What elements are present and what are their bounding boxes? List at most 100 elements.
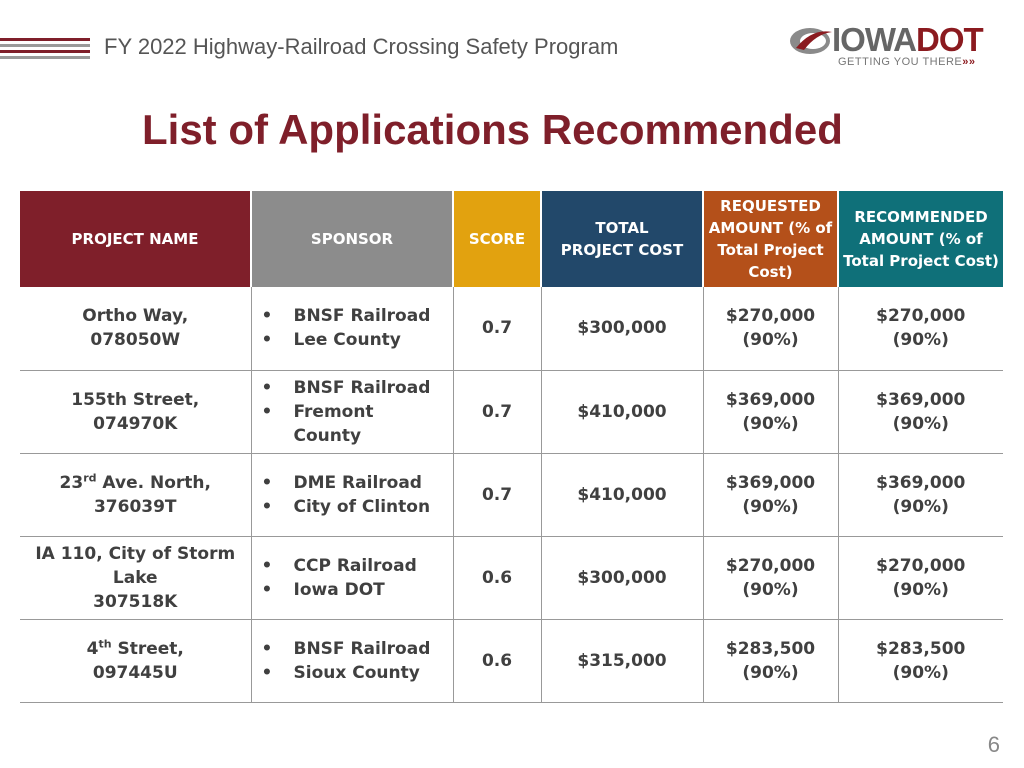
recommended-amount-cell: $270,000 (90%) [838, 287, 1003, 371]
applications-table: PROJECT NAME SPONSOR SCORE TOTAL PROJECT… [20, 191, 1003, 703]
total-cost-cell: $315,000 [541, 619, 704, 703]
recommended-amount: $283,500 [876, 638, 966, 659]
recommended-amount-cell: $270,000 (90%) [838, 536, 1003, 620]
bullet-icon: • [261, 330, 273, 351]
sponsor-item: • Iowa DOT [262, 578, 447, 602]
bullet-icon: • [261, 496, 273, 517]
requested-amount-cell: $270,000 (90%) [703, 536, 839, 620]
bullet-icon: • [261, 306, 273, 327]
recommended-amount: $270,000 [876, 306, 966, 327]
sponsor-item: • BNSF Railroad [262, 304, 447, 328]
logo-brand-dot: DOT [916, 21, 984, 58]
bullet-icon: • [261, 555, 273, 576]
project-crossing-id: 376039T [93, 496, 177, 517]
bullet-icon: • [261, 377, 273, 398]
sponsor-cell: • CCP Railroad • Iowa DOT [251, 536, 454, 620]
sponsor-name: Lee County [293, 330, 401, 351]
project-name-cell: 23rd Ave. North, 376039T [20, 453, 252, 537]
header-title: FY 2022 Highway-Railroad Crossing Safety… [104, 34, 619, 59]
project-name-line1: IA 110, City of Storm Lake [26, 542, 245, 590]
requested-amount-cell: $369,000 (90%) [703, 453, 839, 537]
requested-percent: (90%) [742, 579, 799, 600]
project-name-line1: 155th Street, [26, 388, 245, 412]
requested-amount: $369,000 [725, 389, 816, 410]
sponsor-cell: • BNSF Railroad • Fremont County [251, 370, 454, 454]
requested-amount-cell: $270,000 (90%) [703, 287, 839, 371]
project-name-part: Ave. North, [96, 472, 211, 493]
logo-tagline: GETTING YOU THERE»» [838, 56, 975, 68]
stripe [0, 50, 90, 53]
header-score: SCORE [453, 191, 542, 287]
sponsor-name: BNSF Railroad [293, 306, 431, 327]
requested-percent: (90%) [742, 496, 799, 517]
logo-tagline-text: GETTING YOU THERE [838, 56, 963, 68]
total-cost-cell: $300,000 [541, 536, 704, 620]
sponsor-name: City of Clinton [293, 496, 431, 517]
page-title: List of Applications Recommended [142, 106, 843, 153]
project-name-part: 4 [86, 638, 99, 659]
table-row: Ortho Way, 078050W • BNSF Railroad • Lee Coun… [20, 287, 1003, 371]
requested-percent: (90%) [742, 330, 799, 351]
project-name-part: Street, [111, 638, 184, 659]
total-cost-cell: $300,000 [541, 287, 704, 371]
project-name-part: IA 110, City of Storm Lake [35, 543, 236, 588]
requested-percent: (90%) [742, 413, 799, 434]
sponsor-name: BNSF Railroad [293, 377, 431, 398]
table-row: 4th Street, 097445U • BNSF Railroad • Sioux C… [20, 619, 1003, 703]
header-total-project-cost: TOTAL PROJECT COST [541, 191, 704, 287]
requested-amount: $270,000 [725, 306, 816, 327]
sponsor-item: • Fremont County [262, 400, 447, 448]
bullet-icon: • [261, 638, 273, 659]
project-crossing-id: 097445U [92, 662, 178, 683]
road-swoosh-icon [790, 28, 832, 54]
stripe [0, 44, 90, 47]
sponsor-item: • BNSF Railroad [262, 376, 447, 400]
table-row: 23rd Ave. North, 376039T • DME Railroad • Cit… [20, 453, 1003, 537]
project-name-part: 23 [59, 472, 84, 493]
sponsor-item: • BNSF Railroad [262, 637, 447, 661]
project-name-part: Ortho Way, [82, 306, 189, 327]
recommended-percent: (90%) [892, 662, 949, 683]
sponsor-cell: • DME Railroad • City of Clinton [251, 453, 454, 537]
sponsor-name: Fremont County [293, 401, 374, 446]
sponsor-item: • City of Clinton [262, 495, 447, 519]
ordinal-suffix: th [98, 636, 112, 650]
project-name-cell: 155th Street, 074970K [20, 370, 252, 454]
sponsor-name: DME Railroad [293, 472, 422, 493]
header-project-name: PROJECT NAME [20, 191, 252, 287]
recommended-amount-cell: $369,000 (90%) [838, 370, 1003, 454]
project-crossing-id: 074970K [93, 413, 178, 434]
project-name-line1: 23rd Ave. North, [26, 471, 245, 495]
score-cell: 0.7 [453, 453, 542, 537]
table-header-row: PROJECT NAME SPONSOR SCORE TOTAL PROJECT… [20, 191, 1003, 287]
sponsor-item: • Sioux County [262, 661, 447, 685]
score-cell: 0.7 [453, 287, 542, 371]
bullet-icon: • [261, 401, 273, 422]
recommended-percent: (90%) [892, 330, 949, 351]
table-row: 155th Street, 074970K • BNSF Railroad • Fremo… [20, 370, 1003, 454]
sponsor-name: Iowa DOT [293, 579, 385, 600]
chevrons-icon: »» [962, 56, 976, 68]
page-number: 6 [987, 732, 1000, 757]
requested-percent: (90%) [742, 662, 799, 683]
recommended-percent: (90%) [892, 413, 949, 434]
sponsor-name: BNSF Railroad [293, 638, 431, 659]
project-crossing-id: 078050W [90, 330, 181, 351]
recommended-amount-cell: $369,000 (90%) [838, 453, 1003, 537]
requested-amount: $369,000 [725, 472, 816, 493]
recommended-amount: $369,000 [876, 389, 966, 410]
recommended-percent: (90%) [892, 579, 949, 600]
stripe [0, 38, 90, 41]
logo-brand: IOWADOT [832, 21, 984, 58]
requested-amount: $270,000 [725, 555, 816, 576]
project-name-cell: IA 110, City of Storm Lake 307518K [20, 536, 252, 620]
header-stripes [0, 38, 90, 62]
header-recommended-amount: RECOMMENDED AMOUNT (% of Total Project C… [838, 191, 1003, 287]
ordinal-suffix: rd [83, 470, 97, 484]
bullet-icon: • [261, 579, 273, 600]
stripe [0, 56, 90, 59]
requested-amount: $283,500 [725, 638, 816, 659]
sponsor-cell: • BNSF Railroad • Lee County [251, 287, 454, 371]
logo-brand-iowa: IOWA [832, 21, 917, 58]
project-name-line1: 4th Street, [26, 637, 245, 661]
